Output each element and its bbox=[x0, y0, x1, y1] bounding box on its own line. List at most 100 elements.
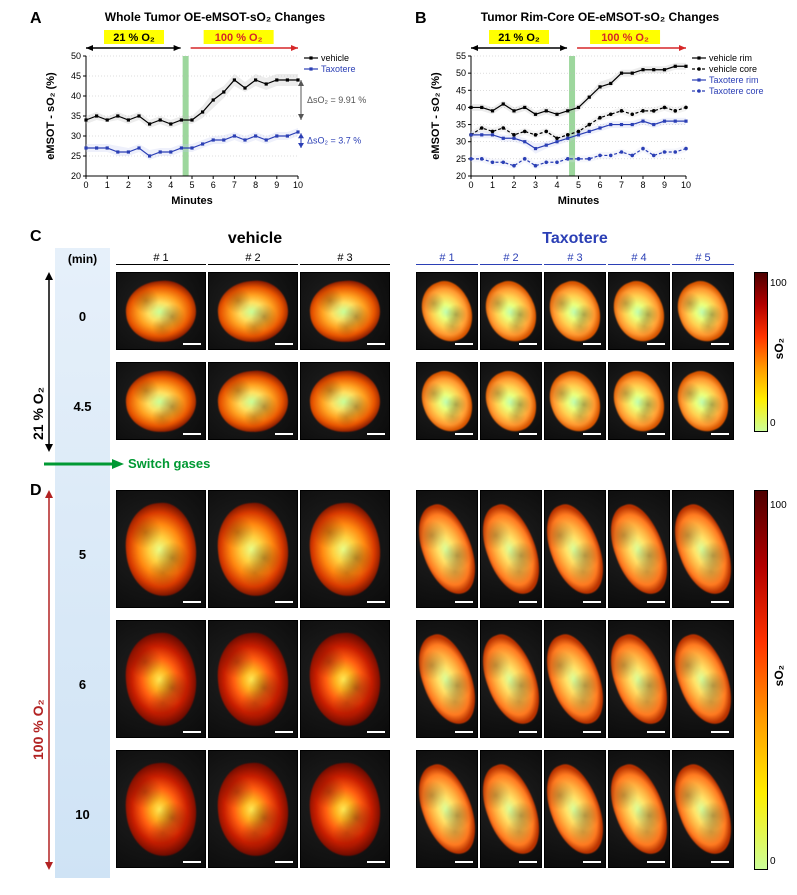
svg-text:100 % O₂: 100 % O₂ bbox=[215, 32, 263, 44]
tumor-image bbox=[672, 490, 734, 608]
svg-text:Taxotere rim: Taxotere rim bbox=[709, 75, 759, 85]
svg-text:45: 45 bbox=[456, 85, 466, 95]
colorbar-d bbox=[754, 490, 768, 870]
svg-text:7: 7 bbox=[232, 180, 237, 190]
svg-text:Minutes: Minutes bbox=[171, 195, 213, 207]
tumor-image bbox=[208, 490, 298, 608]
svg-text:40: 40 bbox=[456, 102, 466, 112]
svg-text:50: 50 bbox=[71, 51, 81, 61]
col-header: # 5 bbox=[672, 252, 734, 265]
svg-text:21 % O₂: 21 % O₂ bbox=[113, 32, 155, 44]
tumor-image bbox=[416, 362, 478, 440]
svg-text:Taxotere core: Taxotere core bbox=[709, 86, 764, 96]
col-header: # 1 bbox=[116, 252, 206, 265]
tumor-image bbox=[480, 620, 542, 738]
svg-text:25: 25 bbox=[456, 154, 466, 164]
tumor-image bbox=[208, 272, 298, 350]
colorbar-d-label: sO₂ bbox=[772, 665, 786, 686]
grid-c-taxotere bbox=[415, 272, 735, 452]
svg-text:8: 8 bbox=[253, 180, 258, 190]
col-header: # 3 bbox=[300, 252, 390, 265]
tumor-image bbox=[480, 490, 542, 608]
svg-text:ΔsO₂ = 9.91 %: ΔsO₂ = 9.91 % bbox=[307, 95, 366, 105]
svg-text:4: 4 bbox=[168, 180, 173, 190]
svg-text:55: 55 bbox=[456, 51, 466, 61]
taxotere-col-headers: # 1# 2# 3# 4# 5 bbox=[415, 252, 735, 265]
svg-text:20: 20 bbox=[456, 171, 466, 181]
svg-text:eMSOT - sO₂ (%): eMSOT - sO₂ (%) bbox=[430, 72, 442, 160]
svg-text:Taxotere: Taxotere bbox=[321, 64, 356, 74]
colorbar-d-max: 100 bbox=[770, 500, 787, 511]
svg-text:45: 45 bbox=[71, 71, 81, 81]
col-header: # 1 bbox=[416, 252, 478, 265]
col-header: # 2 bbox=[480, 252, 542, 265]
tumor-image bbox=[208, 362, 298, 440]
panel-b-label: B bbox=[415, 10, 427, 28]
tumor-image bbox=[544, 490, 606, 608]
colorbar-c-max: 100 bbox=[770, 278, 787, 289]
svg-text:7: 7 bbox=[619, 180, 624, 190]
arrow-21 bbox=[44, 272, 54, 452]
svg-text:1: 1 bbox=[490, 180, 495, 190]
tumor-image bbox=[672, 750, 734, 868]
tumor-image bbox=[544, 750, 606, 868]
svg-text:4: 4 bbox=[554, 180, 559, 190]
tumor-image bbox=[300, 272, 390, 350]
svg-text:vehicle core: vehicle core bbox=[709, 64, 757, 74]
svg-text:30: 30 bbox=[456, 137, 466, 147]
tumor-image bbox=[116, 272, 206, 350]
svg-text:0: 0 bbox=[83, 180, 88, 190]
switch-gases-row: Switch gases bbox=[44, 456, 210, 471]
svg-text:5: 5 bbox=[189, 180, 194, 190]
svg-text:9: 9 bbox=[662, 180, 667, 190]
panel-a-title: Whole Tumor OE-eMSOT-sO₂ Changes bbox=[70, 10, 360, 24]
tumor-image bbox=[544, 272, 606, 350]
tumor-image bbox=[544, 362, 606, 440]
tumor-image bbox=[300, 620, 390, 738]
tumor-image bbox=[608, 272, 670, 350]
tumor-image bbox=[116, 362, 206, 440]
svg-text:25: 25 bbox=[71, 151, 81, 161]
switch-gases-text: Switch gases bbox=[128, 456, 210, 471]
panel-c-label: C bbox=[30, 228, 42, 246]
tumor-image bbox=[116, 750, 206, 868]
panel-a-label: A bbox=[30, 10, 42, 28]
grid-c-vehicle bbox=[115, 272, 391, 452]
svg-text:20: 20 bbox=[71, 171, 81, 181]
tumor-image bbox=[480, 272, 542, 350]
svg-text:50: 50 bbox=[456, 68, 466, 78]
switch-arrow-icon bbox=[44, 457, 124, 471]
time-value: 10 bbox=[55, 807, 110, 822]
tumor-image bbox=[672, 272, 734, 350]
tumor-image bbox=[116, 620, 206, 738]
tumor-image bbox=[208, 750, 298, 868]
svg-text:eMSOT - sO₂ (%): eMSOT - sO₂ (%) bbox=[45, 72, 57, 160]
svg-text:vehicle rim: vehicle rim bbox=[709, 53, 752, 63]
min-header: (min) bbox=[55, 252, 110, 266]
tumor-image bbox=[608, 750, 670, 868]
tumor-image bbox=[300, 750, 390, 868]
time-value: 4.5 bbox=[55, 399, 110, 414]
vehicle-col-headers: # 1# 2# 3 bbox=[115, 252, 391, 265]
tumor-image bbox=[416, 272, 478, 350]
svg-text:10: 10 bbox=[293, 180, 303, 190]
tumor-image bbox=[480, 362, 542, 440]
svg-text:2: 2 bbox=[126, 180, 131, 190]
taxotere-header: Taxotere bbox=[415, 230, 735, 248]
svg-text:vehicle: vehicle bbox=[321, 53, 349, 63]
tumor-image bbox=[416, 620, 478, 738]
tumor-image bbox=[300, 362, 390, 440]
time-value: 0 bbox=[55, 309, 110, 324]
svg-text:6: 6 bbox=[211, 180, 216, 190]
tumor-image bbox=[116, 490, 206, 608]
svg-text:40: 40 bbox=[71, 91, 81, 101]
tumor-image bbox=[208, 620, 298, 738]
svg-text:2: 2 bbox=[511, 180, 516, 190]
tumor-image bbox=[544, 620, 606, 738]
tumor-image bbox=[480, 750, 542, 868]
col-header: # 3 bbox=[544, 252, 606, 265]
panel-b-title: Tumor Rim-Core OE-eMSOT-sO₂ Changes bbox=[455, 10, 745, 24]
time-value: 6 bbox=[55, 677, 110, 692]
grid-d-taxotere bbox=[415, 490, 735, 880]
chart-a: 21 % O₂100 % O₂2025303540455001234567891… bbox=[40, 28, 380, 208]
